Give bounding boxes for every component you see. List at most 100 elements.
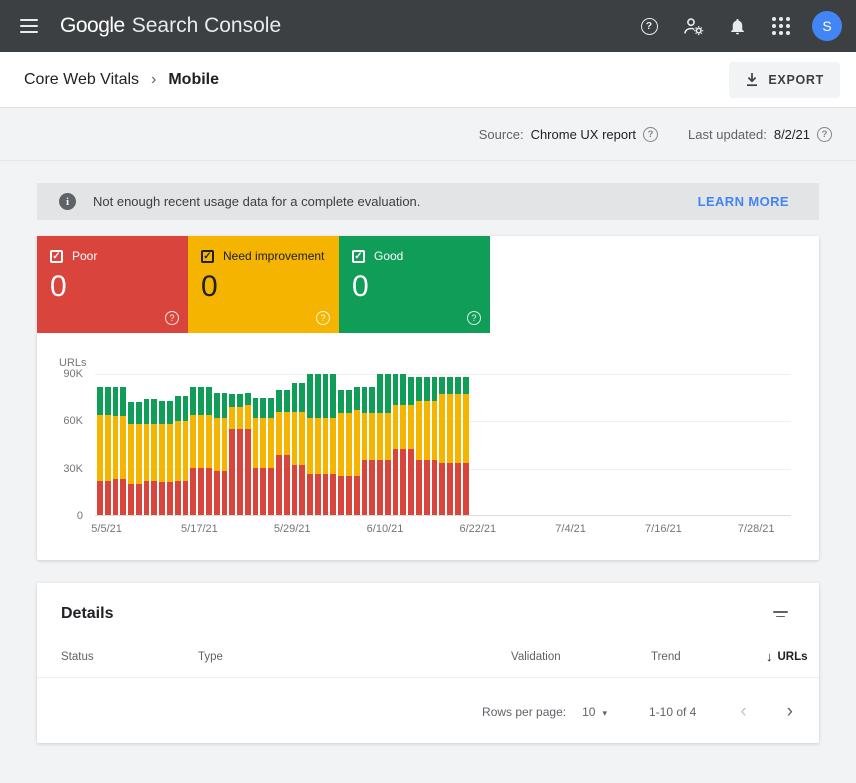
chart-bar[interactable] (400, 374, 407, 515)
export-button[interactable]: EXPORT (729, 61, 840, 98)
chart-bar[interactable] (392, 374, 399, 515)
chart-bar[interactable] (190, 374, 197, 515)
chart-bar[interactable] (384, 374, 391, 515)
last-updated-help-icon[interactable] (817, 127, 832, 142)
bar-segment-poor (135, 483, 142, 515)
bar-segment-need-improvement (377, 413, 383, 461)
next-page-button[interactable]: › (783, 702, 797, 721)
checkbox-checked-icon[interactable] (352, 249, 365, 263)
chevron-down-icon (602, 705, 607, 719)
learn-more-link[interactable]: LEARN MORE (697, 194, 789, 209)
chart-bar[interactable] (104, 374, 111, 515)
source-help-icon[interactable] (643, 127, 659, 142)
chart-bar[interactable] (221, 374, 228, 515)
chart-bar[interactable] (135, 374, 142, 515)
bar-segment-poor (268, 468, 274, 515)
help-button[interactable] (630, 7, 668, 45)
column-header-type[interactable]: Type (198, 650, 223, 663)
chart-bar[interactable] (167, 374, 173, 515)
bar-segment-need-improvement (252, 417, 259, 468)
chart-bar[interactable] (431, 374, 438, 515)
chart-bar[interactable] (408, 374, 415, 515)
chart-bar[interactable] (128, 374, 134, 515)
chart-bar[interactable] (97, 374, 103, 515)
bar-segment-poor (439, 463, 446, 515)
chart-bar[interactable] (454, 374, 461, 515)
chart-bar[interactable] (423, 374, 430, 515)
status-card-header: Need improvement (201, 249, 326, 263)
bar-segment-good (338, 389, 344, 414)
account-avatar[interactable]: S (812, 11, 842, 41)
chart-bar[interactable] (314, 374, 321, 515)
bar-segment-poor (330, 474, 337, 515)
chart-bar[interactable] (369, 374, 376, 515)
chart-bar[interactable] (268, 374, 274, 515)
chart-bar[interactable] (307, 374, 313, 515)
chart-bar[interactable] (237, 374, 243, 515)
chart-bar[interactable] (159, 374, 166, 515)
chart-bar[interactable] (377, 374, 383, 515)
bar-segment-need-improvement (205, 414, 212, 468)
chart-bar[interactable] (361, 374, 368, 515)
chart-bar[interactable] (353, 374, 360, 515)
bar-segment-poor (322, 474, 329, 515)
chart-bar[interactable] (143, 374, 150, 515)
chart-bar[interactable] (151, 374, 158, 515)
bar-segment-good (392, 374, 399, 406)
chart-bar[interactable] (174, 374, 181, 515)
chart-bar[interactable] (416, 374, 422, 515)
checkbox-checked-icon[interactable] (50, 249, 63, 263)
chart-bar[interactable] (205, 374, 212, 515)
manage-users-button[interactable] (674, 7, 712, 45)
chart-bar[interactable] (330, 374, 337, 515)
help-icon[interactable] (316, 311, 330, 325)
chart-bar[interactable] (283, 374, 290, 515)
chart-bar[interactable] (198, 374, 204, 515)
rows-per-page-value: 10 (582, 704, 596, 719)
notifications-button[interactable] (718, 7, 756, 45)
chart-bar[interactable] (182, 374, 189, 515)
checkbox-checked-icon[interactable] (201, 249, 214, 263)
apps-button[interactable] (762, 7, 800, 45)
chart-bar[interactable] (244, 374, 251, 515)
bar-segment-poor (275, 455, 282, 515)
help-icon[interactable] (467, 311, 481, 325)
chart-bar[interactable] (322, 374, 329, 515)
status-card-good[interactable]: Good 0 (339, 236, 490, 333)
bar-segment-good (400, 374, 407, 406)
rows-per-page-select[interactable]: 10 (582, 705, 607, 719)
app-bar: Google Search Console S (0, 0, 856, 52)
previous-page-button[interactable]: ‹ (736, 702, 750, 721)
chart-bar[interactable] (338, 374, 344, 515)
column-header-validation[interactable]: Validation (511, 650, 561, 663)
column-header-status[interactable]: Status (61, 650, 94, 663)
breadcrumb-section[interactable]: Core Web Vitals (24, 70, 140, 88)
filter-button[interactable] (769, 607, 792, 622)
status-card-poor[interactable]: Poor 0 (37, 236, 188, 333)
chart-bar[interactable] (252, 374, 259, 515)
bar-segment-good (213, 392, 220, 418)
chart-bar[interactable] (447, 374, 453, 515)
bar-segment-need-improvement (408, 405, 415, 450)
chart-bar[interactable] (346, 374, 352, 515)
chart-bar[interactable] (260, 374, 267, 515)
chart-bar[interactable] (229, 374, 236, 515)
chart-bar[interactable] (462, 374, 469, 515)
status-card-need-improvement[interactable]: Need improvement 0 (188, 236, 339, 333)
bar-segment-poor (167, 482, 173, 515)
chart-bar[interactable] (299, 374, 306, 515)
bar-segment-need-improvement (307, 417, 313, 475)
chart-bar[interactable] (112, 374, 119, 515)
bar-segment-need-improvement (322, 417, 329, 475)
chart-bar[interactable] (120, 374, 127, 515)
chart-bar[interactable] (275, 374, 282, 515)
menu-button[interactable] (10, 7, 48, 45)
chart-bar[interactable] (439, 374, 446, 515)
column-header-trend[interactable]: Trend (651, 650, 681, 663)
chart-bars[interactable] (97, 374, 469, 515)
column-header-urls[interactable]: URLs (766, 649, 808, 664)
chart-bar[interactable] (291, 374, 298, 515)
chart-bar[interactable] (213, 374, 220, 515)
bar-segment-need-improvement (400, 405, 407, 450)
help-icon[interactable] (165, 311, 179, 325)
